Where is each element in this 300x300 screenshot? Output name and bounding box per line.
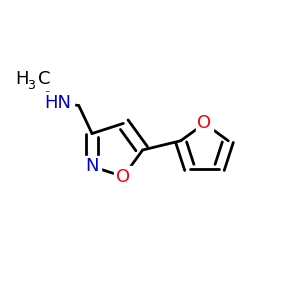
Bar [196, 112, 213, 134]
Bar [115, 166, 132, 188]
Text: N: N [85, 158, 99, 175]
Text: O: O [197, 115, 212, 133]
Text: HN: HN [45, 94, 72, 112]
Text: C: C [38, 70, 50, 88]
Text: H: H [15, 70, 29, 88]
Bar [13, 68, 60, 90]
Bar [83, 155, 101, 177]
Text: 3: 3 [27, 79, 35, 92]
Bar [42, 92, 74, 113]
Text: O: O [116, 168, 130, 186]
